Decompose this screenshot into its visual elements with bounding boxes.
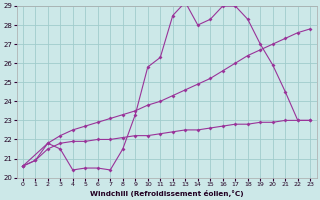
X-axis label: Windchill (Refroidissement éolien,°C): Windchill (Refroidissement éolien,°C) <box>90 190 243 197</box>
